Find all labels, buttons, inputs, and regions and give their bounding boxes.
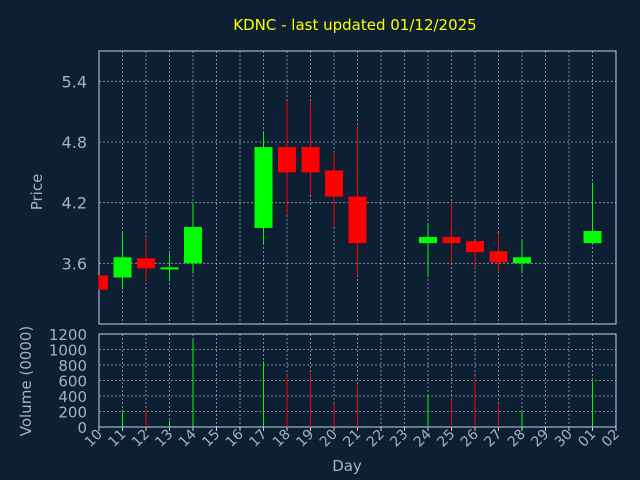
candle-body [325,170,343,197]
candle-body [348,196,367,244]
x-tick-label: 02 [599,427,623,451]
candle-body [419,237,437,244]
candle-body [442,237,461,244]
x-tick-label: 28 [505,427,529,451]
x-axis-label: Day [332,457,362,475]
candle-body [489,251,508,263]
price-tick-label: 4.2 [62,194,87,213]
x-tick-label: 26 [458,426,482,450]
candle-body [513,257,531,264]
volume-tick-label: 400 [58,388,87,406]
price-tick-label: 5.4 [62,72,87,91]
candle-body [99,275,108,290]
candle-body [160,267,179,270]
x-tick-label: 13 [152,427,176,451]
volume-tick-label: 200 [58,404,87,422]
volume-axis-label: Volume (0000) [17,326,35,436]
price-panel: 3.6 4.2 4.8 5.4 [62,50,617,325]
volume-tick-label: 800 [58,357,87,375]
price-axis-label: Price [28,174,46,211]
candle-body [278,147,296,173]
candle-body [301,147,320,173]
x-tick-label: 24 [411,426,435,450]
candle-body [254,147,273,228]
candle-body [113,257,132,278]
x-tick-label: 27 [481,427,505,451]
x-tick-label: 11 [105,427,129,451]
x-tick-label: 16 [223,426,247,450]
x-tick-label: 21 [340,427,364,451]
x-tick-label: 25 [434,427,458,451]
candle-body [184,226,202,264]
candle-body [137,258,155,269]
x-tick-label: 12 [129,427,153,451]
x-tick-label: 20 [317,427,341,451]
x-tick-label: 30 [552,427,576,451]
x-tick-label: 19 [293,427,317,451]
chart-title: KDNC - last updated 01/12/2025 [233,16,476,34]
x-tick-label: 23 [387,427,411,451]
candle-body [583,230,602,244]
x-axis: 10 11 12 13 14 15 16 17 18 19 20 21 22 23 24 25 26 27 28 29… [82,426,623,450]
volume-tick-label: 1000 [49,342,87,360]
price-tick-label: 4.8 [62,133,87,152]
x-tick-label: 01 [575,427,599,451]
x-tick-label: 18 [270,427,294,451]
x-tick-label: 14 [176,426,200,450]
volume-tick-label: 0 [77,419,87,437]
price-tick-label: 3.6 [62,254,87,273]
volume-tick-label: 1200 [49,326,87,344]
x-tick-label: 17 [246,427,270,451]
volume-tick-label: 600 [58,373,87,391]
x-tick-label: 22 [364,427,388,451]
x-tick-label: 15 [199,427,223,451]
x-tick-label: 29 [528,427,552,451]
candle-body [466,241,484,253]
